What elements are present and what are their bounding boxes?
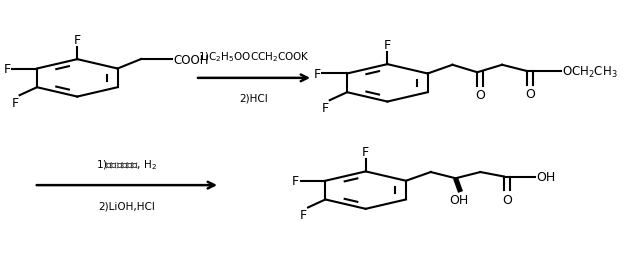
Text: 2)LiOH,HCl: 2)LiOH,HCl [98, 200, 155, 210]
Text: 1)手性钓异化剂, H$_2$: 1)手性钓异化剂, H$_2$ [96, 158, 157, 172]
Text: F: F [314, 68, 321, 81]
Text: F: F [300, 209, 307, 221]
Text: O: O [525, 88, 535, 101]
Text: F: F [11, 97, 18, 110]
Text: F: F [292, 174, 299, 187]
Text: O: O [502, 193, 512, 206]
Text: OCH$_2$CH$_3$: OCH$_2$CH$_3$ [562, 64, 618, 79]
Text: COOH: COOH [173, 53, 209, 66]
Text: O: O [476, 89, 485, 102]
Text: 1)C$_2$H$_5$OOCCH$_2$COOK: 1)C$_2$H$_5$OOCCH$_2$COOK [198, 50, 310, 64]
Text: F: F [74, 34, 81, 47]
Text: F: F [384, 39, 391, 52]
Text: F: F [362, 146, 369, 159]
Text: F: F [321, 102, 328, 115]
Text: F: F [4, 63, 11, 76]
Text: OH: OH [536, 170, 555, 183]
Text: 2)HCl: 2)HCl [240, 93, 268, 103]
Text: OH: OH [449, 194, 469, 207]
